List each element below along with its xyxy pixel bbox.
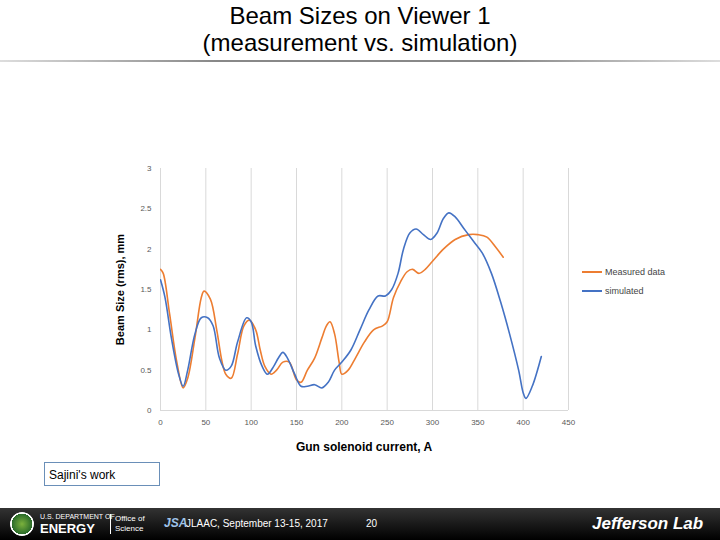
html-text:ENERGY: ENERGY — [40, 521, 95, 536]
svg-text:0: 0 — [158, 418, 163, 427]
svg-text:100: 100 — [244, 418, 258, 427]
svg-text:200: 200 — [335, 418, 349, 427]
svg-text:350: 350 — [471, 418, 485, 427]
svg-text:1.5: 1.5 — [140, 285, 152, 294]
html-text:simulated: simulated — [605, 285, 644, 296]
svg-text:0.5: 0.5 — [140, 366, 152, 375]
svg-text:450: 450 — [562, 418, 576, 427]
svg-text:3: 3 — [147, 164, 152, 173]
svg-text:150: 150 — [290, 418, 304, 427]
svg-text:1: 1 — [147, 325, 152, 334]
svg-text:400: 400 — [516, 418, 530, 427]
html-text:Office of Science: Office of Science — [115, 514, 145, 533]
html-text:Sajini's work: Sajini's work — [49, 468, 116, 482]
html-text:Beam Sizes on Viewer 1 (measur: Beam Sizes on Viewer 1 (measurement vs. … — [202, 2, 518, 56]
html-text:Measured data: Measured data — [605, 266, 665, 277]
svg-text:250: 250 — [380, 418, 394, 427]
html-text:Gun solenoid current, A: Gun solenoid current, A — [295, 440, 433, 454]
html-text:U.S. DEPARTMENT OF: U.S. DEPARTMENT OF — [40, 513, 115, 520]
svg-text:300: 300 — [426, 418, 440, 427]
svg-text:2.5: 2.5 — [140, 204, 152, 213]
html-text:20: 20 — [366, 518, 378, 529]
svg-text:0: 0 — [147, 406, 152, 415]
svg-text:50: 50 — [201, 418, 210, 427]
svg-text:2: 2 — [147, 245, 152, 254]
html-text:Jefferson Lab: Jefferson Lab — [592, 514, 704, 533]
svg-text:Beam Size (rms), mm: Beam Size (rms), mm — [114, 234, 126, 345]
html-text:JSAJLAAC, September 13-15, 201: JSAJLAAC, September 13-15, 2017 — [164, 516, 328, 530]
